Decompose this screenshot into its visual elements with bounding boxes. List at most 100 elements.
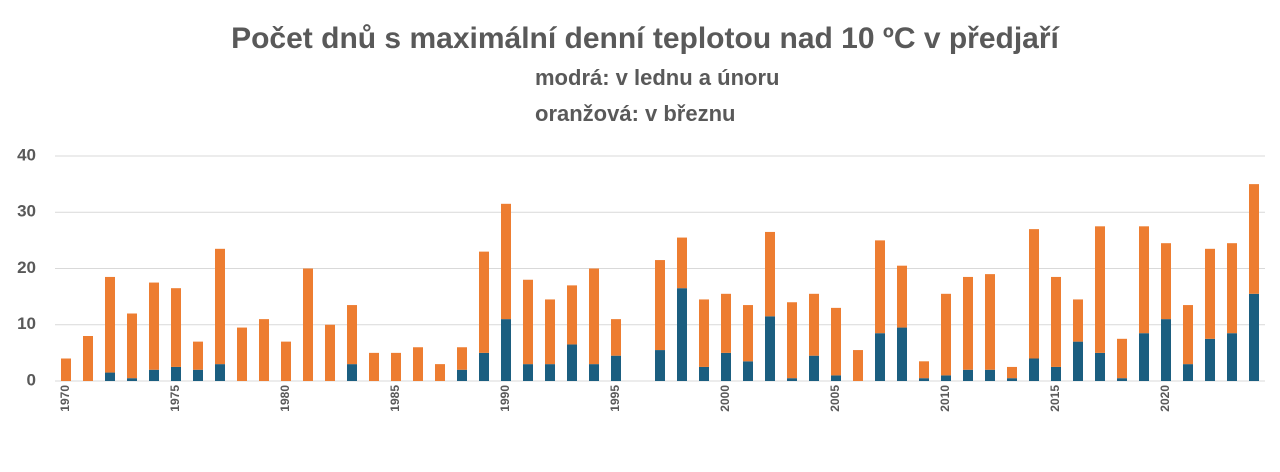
bar-segment (325, 324, 335, 381)
bar-segment (171, 366, 181, 381)
bar-segment (457, 369, 467, 381)
bar-segment (523, 279, 533, 365)
bar-segment (985, 369, 995, 381)
bar-segment (193, 369, 203, 381)
bar-segment (413, 347, 423, 381)
x-tick-label: 2000 (718, 385, 732, 412)
bar-segment (149, 369, 159, 381)
bar-segment (149, 282, 159, 370)
bar-segment (105, 372, 115, 381)
bar-segment (589, 268, 599, 365)
bar-segment (611, 319, 621, 356)
bar-segment (1051, 366, 1061, 381)
bar-segment (215, 248, 225, 365)
bar-segment (1073, 299, 1083, 342)
bar-segment (457, 347, 467, 370)
bar-segment (1029, 358, 1039, 381)
chart-subtitle: modrá: v lednu a únoru (535, 65, 779, 90)
y-tick-label: 0 (27, 370, 36, 389)
bar-segment (105, 276, 115, 373)
y-tick-label: 40 (17, 145, 36, 164)
x-tick-label: 2005 (828, 385, 842, 412)
bar-segment (963, 369, 973, 381)
bar-segment (83, 336, 93, 381)
bar-segment (127, 378, 137, 381)
bar-segment (1249, 184, 1259, 294)
bar-segment (1227, 243, 1237, 334)
bar-segment (347, 305, 357, 365)
x-tick-label: 1975 (168, 385, 182, 412)
bar-segment (919, 361, 929, 379)
bar-segment (743, 361, 753, 381)
bar-segment (1095, 226, 1105, 353)
bar-segment (985, 274, 995, 370)
x-tick-label: 1995 (608, 385, 622, 412)
bar-segment (1007, 378, 1017, 381)
bar-segment (1073, 341, 1083, 381)
bar-segment (875, 333, 885, 381)
bar-segment (193, 341, 203, 370)
y-tick-label: 30 (17, 202, 36, 221)
bar-segment (743, 305, 753, 362)
bar-segment (1051, 276, 1061, 367)
bar-segment (1139, 226, 1149, 334)
bar-segment (765, 231, 775, 317)
bar-segment (1139, 333, 1149, 381)
bar-segment (677, 237, 687, 289)
bar-segment (765, 316, 775, 381)
bar-segment (875, 240, 885, 334)
bar-segment (567, 344, 577, 381)
bar-segment (941, 293, 951, 376)
bar-segment (1183, 305, 1193, 365)
bar-segment (61, 358, 71, 381)
bar-segment (853, 350, 863, 381)
bar-segment (611, 355, 621, 381)
bar-segment (523, 364, 533, 381)
y-tick-label: 20 (17, 258, 36, 277)
bar-segment (391, 352, 401, 381)
bar-segment (1205, 338, 1215, 381)
x-tick-label: 1980 (278, 385, 292, 412)
bar-segment (1227, 333, 1237, 381)
bar-segment (831, 307, 841, 376)
x-tick-label: 1990 (498, 385, 512, 412)
bar-segment (787, 378, 797, 381)
bar-segment (259, 319, 269, 381)
x-tick-label: 2020 (1158, 385, 1172, 412)
bar-segment (655, 260, 665, 351)
bar-segment (501, 203, 511, 320)
bar-segment (699, 299, 709, 367)
bar-segment (347, 364, 357, 381)
x-tick-label: 1970 (58, 385, 72, 412)
bar-segment (127, 313, 137, 379)
bar-segment (655, 350, 665, 381)
bar-segment (369, 352, 379, 381)
bar-segment (1117, 378, 1127, 381)
bar-segment (479, 251, 489, 353)
bar-segment (237, 327, 247, 381)
bar-segment (809, 293, 819, 356)
chart-title: Počet dnů s maximální denní teplotou nad… (231, 22, 1060, 55)
bar-segment (281, 341, 291, 381)
bar-segment (919, 378, 929, 381)
bar-segment (1117, 338, 1127, 379)
bar-segment (479, 352, 489, 381)
bar-segment (677, 288, 687, 381)
bar-segment (589, 364, 599, 381)
x-tick-label: 2010 (938, 385, 952, 412)
bar-segment (1205, 248, 1215, 339)
bar-segment (171, 288, 181, 367)
bar-segment (721, 352, 731, 381)
bar-segment (1249, 293, 1259, 381)
bar-segment (897, 265, 907, 328)
bar-segment (545, 364, 555, 381)
bar-segment (809, 355, 819, 381)
bar-segment (1007, 366, 1017, 379)
bar-segment (1161, 243, 1171, 320)
bar-segment (897, 327, 907, 381)
bar-segment (567, 285, 577, 345)
x-tick-label: 1985 (388, 385, 402, 412)
bar-segment (787, 302, 797, 379)
bar-segment (435, 364, 445, 381)
